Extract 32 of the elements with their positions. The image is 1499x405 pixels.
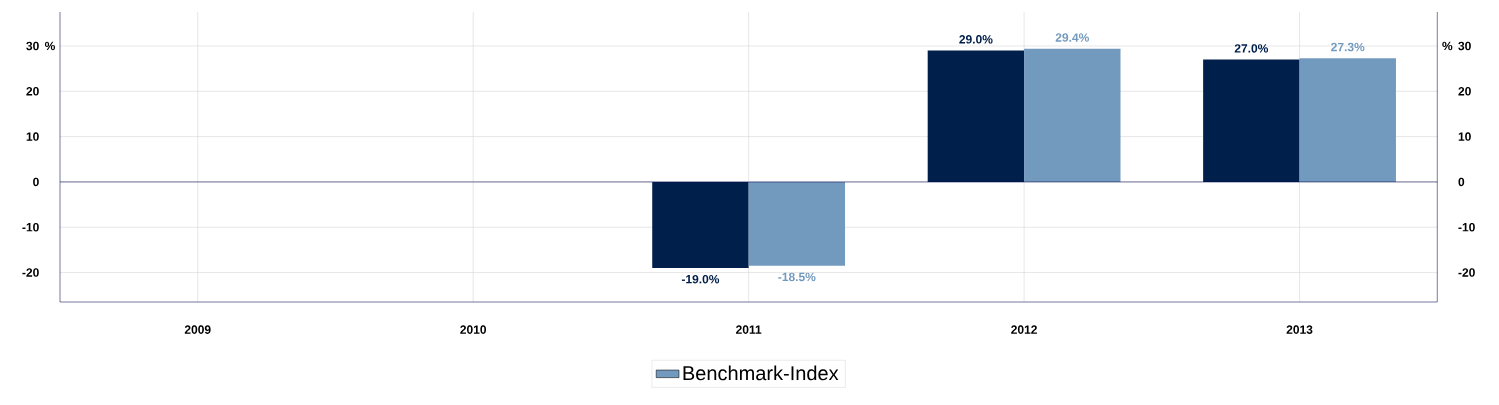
x-tick-label: 2012 — [1011, 325, 1037, 334]
y-tick-label: 30 — [26, 41, 39, 51]
data-label: 27.3% — [1331, 42, 1365, 52]
y2-tick-label: 20 — [1458, 87, 1471, 96]
y-tick-label: 10 — [26, 132, 39, 141]
data-label: 29.0% — [959, 35, 993, 44]
bar — [652, 181, 749, 269]
data-label: 27.0% — [1234, 44, 1269, 53]
y2-tick-label: 30 — [1458, 41, 1471, 51]
y2-tick-label: -20 — [1458, 268, 1475, 277]
y-axis-title: % — [44, 41, 55, 51]
bar — [927, 50, 1025, 182]
x-tick-label: 2013 — [1286, 325, 1313, 334]
y2-tick-label: -10 — [1458, 222, 1475, 232]
bar — [748, 181, 846, 266]
x-tick-label: 2010 — [460, 325, 487, 334]
bar — [1203, 59, 1300, 182]
y-tick-label: 0 — [33, 177, 39, 187]
y2-axis-title: % — [1442, 41, 1453, 51]
data-label: 29.4% — [1055, 33, 1089, 42]
bar — [1299, 58, 1396, 182]
data-label: -19.0% — [681, 274, 720, 284]
x-tick-label: 2011 — [736, 325, 762, 334]
x-tick-label: 2009 — [184, 325, 211, 334]
data-label: -18.5% — [778, 272, 816, 282]
y-tick-label: 20 — [26, 87, 39, 96]
y-tick-label: -10 — [22, 222, 39, 232]
y2-tick-label: 0 — [1458, 177, 1465, 187]
bar — [1024, 48, 1121, 182]
y2-tick-label: 10 — [1458, 132, 1471, 141]
y-tick-label: -20 — [22, 268, 39, 277]
legend-label: Benchmark-Index — [683, 365, 839, 381]
